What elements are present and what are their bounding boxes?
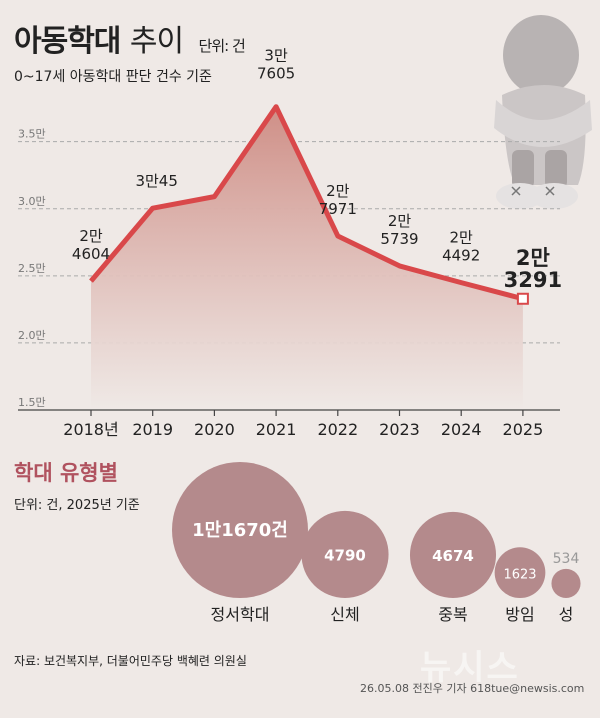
bubble xyxy=(409,511,497,598)
bubble-category-label: 정서학대 xyxy=(211,605,270,624)
x-tick-label: 2022 xyxy=(317,420,358,439)
data-label: 3291 xyxy=(504,268,562,292)
y-tick-label: 3.0만 xyxy=(18,195,46,208)
x-tick-label: 2018년 xyxy=(63,420,118,439)
y-tick-label: 1.5만 xyxy=(18,396,46,409)
bubble-value-label: 534 xyxy=(553,551,580,567)
bubble-value-label: 4790 xyxy=(324,546,366,564)
data-label: 3만 xyxy=(264,47,288,65)
subtitle: 0~17세 아동학대 판단 건수 기준 xyxy=(14,69,212,85)
title-bold: 아동학대 xyxy=(14,24,121,59)
watermark-logo: 뉴시스 xyxy=(420,648,520,688)
data-label: 7605 xyxy=(257,65,295,83)
y-tick-label: 3.5만 xyxy=(18,128,46,141)
bubble-category-label: 방임 xyxy=(505,605,534,624)
bubble-category-label: 성 xyxy=(559,605,574,624)
page-title: 아동학대 추이 단위: 건 xyxy=(14,16,246,60)
x-tick-label: 2024 xyxy=(441,420,482,439)
bubble-value-label: 1623 xyxy=(503,568,536,583)
bubble xyxy=(551,568,581,598)
title-unit: 단위: 건 xyxy=(198,37,246,55)
section-title: 학대 유형별 xyxy=(14,461,118,485)
bubble xyxy=(301,510,389,598)
x-tick-label: 2019 xyxy=(132,420,173,439)
data-label: 3만45 xyxy=(135,172,177,190)
series-line xyxy=(89,104,524,302)
data-label: 2만 xyxy=(79,227,103,245)
area-fill xyxy=(91,106,523,410)
bubble-category-label: 신체 xyxy=(330,605,359,624)
x-tick-label: 2023 xyxy=(379,420,420,439)
title-light: 추이 xyxy=(129,24,184,59)
x-tick-label: 2020 xyxy=(194,420,235,439)
source-note: 자료: 보건복지부, 더불어민주당 백혜련 의원실 xyxy=(14,654,247,668)
data-label: 2만 xyxy=(388,212,412,230)
data-label: 4492 xyxy=(442,247,480,265)
data-label: 7971 xyxy=(319,200,357,218)
bubble xyxy=(494,547,546,599)
bubble xyxy=(172,462,308,598)
credit-line: 26.05.08 전진우 기자 618tue@newsis.com xyxy=(360,682,585,695)
last-point-marker xyxy=(516,292,529,305)
bubble-value-label: 4674 xyxy=(432,547,474,565)
x-tick-label: 2025 xyxy=(503,420,544,439)
bubble-value-label: 1만1670건 xyxy=(192,520,288,541)
section-unit: 단위: 건, 2025년 기준 xyxy=(14,498,140,513)
data-label: 2만 xyxy=(326,182,350,200)
y-tick-label: 2.0만 xyxy=(18,329,46,342)
y-tick-label: 2.5만 xyxy=(18,262,46,275)
x-tick-label: 2021 xyxy=(256,420,297,439)
data-label: 2만 xyxy=(450,229,474,247)
data-label: 4604 xyxy=(72,245,110,263)
bubble-category-label: 중복 xyxy=(438,605,467,624)
child-illustration xyxy=(494,15,592,209)
data-label: 2만 xyxy=(516,246,550,270)
data-label: 5739 xyxy=(380,230,418,248)
